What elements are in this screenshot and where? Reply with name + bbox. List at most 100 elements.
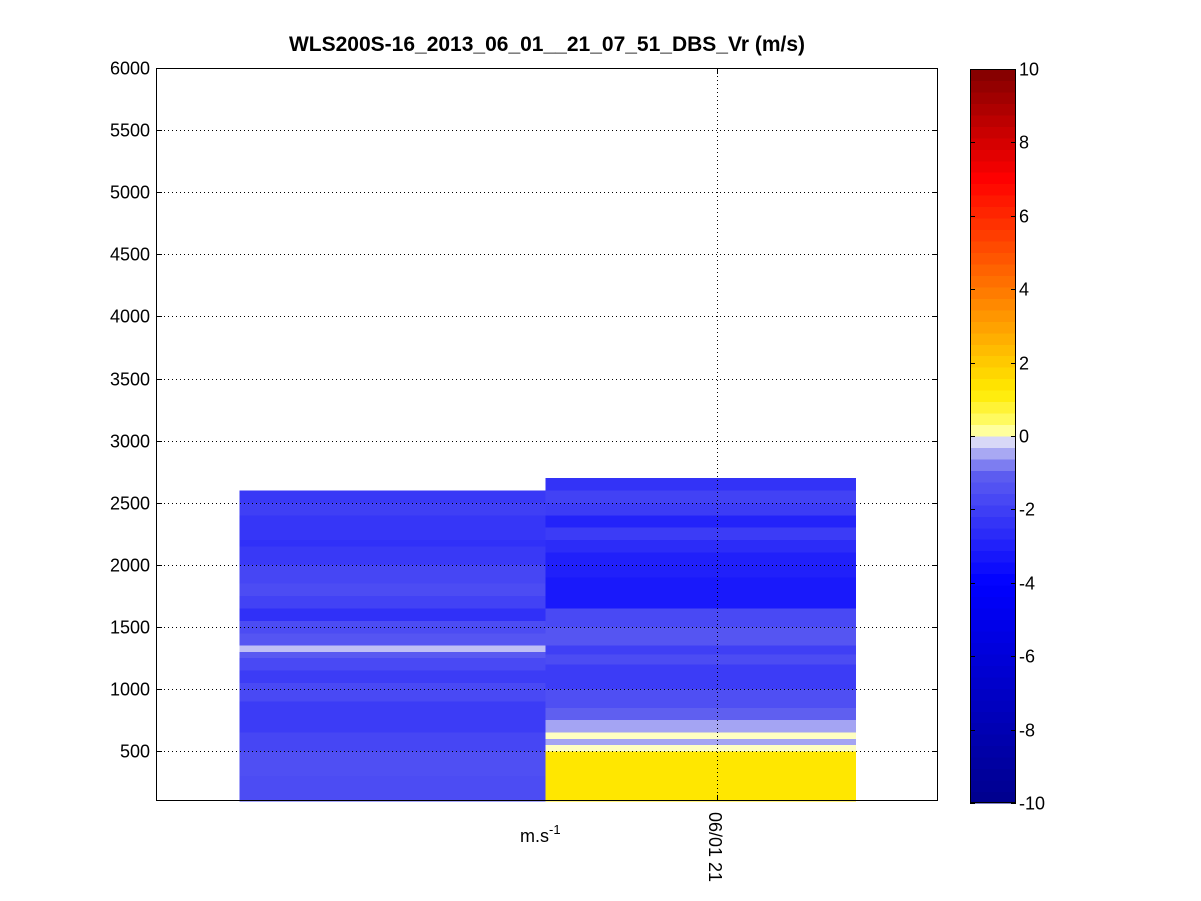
colorbar-swatch	[970, 745, 1016, 758]
colorbar-tick-label: -6	[1019, 647, 1035, 667]
heatmap-cell	[545, 751, 856, 802]
y-tick-label: 3500	[110, 370, 150, 390]
colorbar-swatch	[970, 722, 1016, 735]
colorbar-swatch	[970, 665, 1016, 678]
heatmap-cell	[239, 502, 546, 516]
heatmap-cell	[239, 608, 546, 622]
colorbar-swatch	[970, 516, 1016, 529]
heatmap-cell	[545, 732, 856, 740]
heatmap-cell	[239, 751, 546, 777]
colorbar-swatch	[970, 676, 1016, 689]
colorbar-swatch	[970, 344, 1016, 357]
colorbar-swatch	[970, 286, 1016, 299]
colorbar-swatch	[970, 332, 1016, 345]
colorbar-swatch	[970, 401, 1016, 414]
colorbar-swatch	[970, 757, 1016, 770]
heatmap-cell	[545, 477, 856, 491]
colorbar: -10 -8 -6 -4 -2 0 2 4 6 8 10	[970, 60, 1045, 814]
colorbar-swatch	[970, 252, 1016, 265]
colorbar-swatch	[970, 504, 1016, 517]
heatmap-cell	[545, 527, 856, 541]
colorbar-swatch	[970, 195, 1016, 208]
heatmap-cell	[239, 658, 546, 672]
data-column-1	[239, 490, 546, 802]
heatmap-cell	[545, 577, 856, 609]
colorbar-swatch	[970, 527, 1016, 540]
colorbar-swatch	[970, 734, 1016, 747]
y-tick-label: 2500	[110, 494, 150, 514]
heatmap-cell	[545, 627, 856, 647]
colorbar-swatch	[970, 630, 1016, 643]
colorbar-swatch	[970, 711, 1016, 724]
colorbar-swatch	[970, 263, 1016, 276]
colorbar-swatch	[970, 424, 1016, 437]
y-tick-label: 5500	[110, 121, 150, 141]
colorbar-tick-label: 6	[1019, 207, 1029, 227]
heatmap-cell	[239, 515, 546, 541]
colorbar-swatch	[970, 137, 1016, 150]
colorbar-swatch	[970, 539, 1016, 552]
chart-title: WLS200S-16_2013_06_01__21_07_51_DBS_Vr (…	[289, 33, 805, 56]
y-tick-label: 4000	[110, 307, 150, 327]
colorbar-swatch	[970, 114, 1016, 127]
heatmap-cell	[545, 490, 856, 504]
colorbar-swatch	[970, 791, 1016, 804]
colorbar-swatch	[970, 355, 1016, 368]
colorbar-swatch	[970, 367, 1016, 380]
heatmap-cell	[545, 745, 856, 752]
heatmap-cell	[545, 689, 856, 709]
heatmap-cell	[545, 654, 856, 665]
heatmap-cell	[239, 633, 546, 647]
colorbar-swatch	[970, 436, 1016, 448]
heatmap-cell	[545, 707, 856, 721]
y-tick-label: 6000	[110, 59, 150, 79]
colorbar-swatch	[970, 91, 1016, 104]
colorbar-swatch	[970, 275, 1016, 288]
plot-area: 500 1000 1500 2000 2500 3000 3500 4000 4500 5000 5…	[110, 59, 938, 882]
colorbar-swatch	[970, 241, 1016, 253]
colorbar-swatch	[970, 493, 1016, 506]
heatmap-cell	[545, 540, 856, 554]
heatmap-cell	[239, 701, 546, 734]
y-tick-label: 5000	[110, 183, 150, 203]
colorbar-swatch	[970, 378, 1016, 391]
colorbar-swatch	[970, 562, 1016, 575]
heatmap-cell	[545, 720, 856, 734]
colorbar-tick-label: 0	[1019, 427, 1029, 447]
heatmap-cell	[239, 564, 546, 585]
heatmap-cell	[239, 670, 546, 684]
colorbar-swatch	[970, 688, 1016, 701]
colorbar-tick-label: 10	[1019, 60, 1039, 80]
heatmap-cell	[239, 732, 546, 752]
colorbar-swatch	[970, 573, 1016, 586]
x-tick-label: 06/01 21	[705, 812, 725, 882]
heatmap-cell	[239, 583, 546, 597]
heatmap-cell	[545, 608, 856, 628]
colorbar-tick-label: 2	[1019, 354, 1029, 374]
colorbar-swatch	[970, 780, 1016, 793]
colorbar-tick-label: 8	[1019, 133, 1029, 153]
heatmap-cell	[239, 546, 546, 566]
heatmap-cell	[545, 664, 856, 690]
heatmap-cell	[239, 651, 546, 659]
heatmap-cell	[239, 540, 546, 547]
y-tick-label: 1500	[110, 618, 150, 638]
colorbar-swatch	[970, 768, 1016, 781]
heatmap-cell	[545, 645, 856, 655]
heatmap-cell	[239, 490, 546, 504]
plot-frame	[156, 68, 938, 801]
colorbar-swatch	[970, 218, 1016, 231]
colorbar-swatch	[970, 642, 1016, 655]
colorbar-swatch	[970, 390, 1016, 403]
colorbar-tick-label: -8	[1019, 721, 1035, 741]
colorbar-swatch	[970, 183, 1016, 196]
colorbar-swatch	[970, 298, 1016, 311]
colorbar-swatch	[970, 413, 1016, 426]
colorbar-swatch	[970, 309, 1016, 322]
y-tick-label: 4500	[110, 245, 150, 265]
colorbar-swatch	[970, 619, 1016, 632]
colorbar-swatch	[970, 206, 1016, 219]
heatmap-cell	[545, 738, 856, 746]
colorbar-swatch	[970, 126, 1016, 139]
